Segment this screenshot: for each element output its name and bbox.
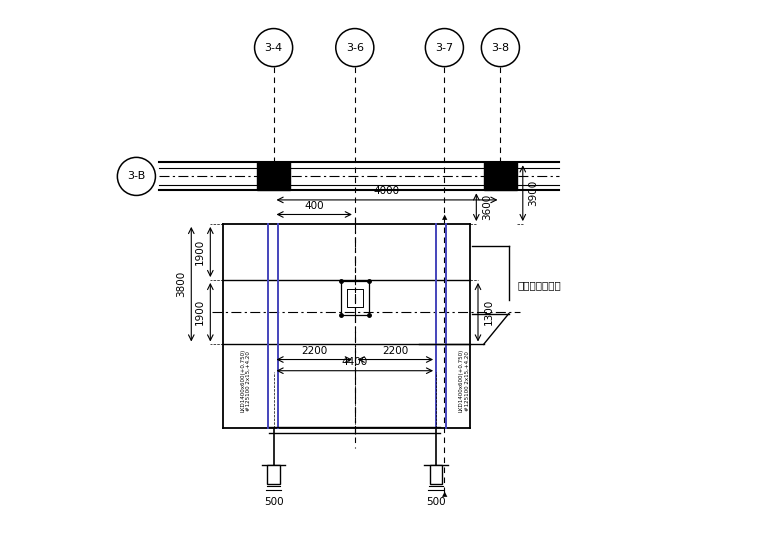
Text: 3-4: 3-4 [264, 43, 283, 53]
Text: 1900: 1900 [195, 239, 204, 265]
Bar [268, 465, 280, 484]
Text: 500: 500 [264, 497, 283, 507]
Text: 3900: 3900 [528, 180, 538, 206]
Text: ▲: ▲ [442, 492, 447, 497]
Text: 3-8: 3-8 [491, 43, 509, 53]
Text: 3800: 3800 [176, 271, 185, 297]
Text: 500: 500 [426, 497, 446, 507]
Text: 2200: 2200 [382, 346, 409, 356]
Bar [430, 465, 442, 484]
Text: ▲: ▲ [442, 214, 447, 220]
Bar [257, 162, 290, 190]
Text: 2200: 2200 [301, 346, 328, 356]
Text: 地下室顶板边缘: 地下室顶板边缘 [518, 281, 561, 291]
Text: 3-7: 3-7 [435, 43, 454, 53]
Bar [483, 162, 518, 190]
Text: 4000: 4000 [374, 186, 400, 196]
Text: 3-B: 3-B [127, 171, 145, 181]
Text: LKD1400x600(+0.750)
#125100 2x15,+4.20: LKD1400x600(+0.750) #125100 2x15,+4.20 [240, 349, 252, 412]
Text: 3600: 3600 [482, 194, 492, 220]
Text: 3-6: 3-6 [346, 43, 364, 53]
Text: 1300: 1300 [483, 299, 493, 325]
Text: 1900: 1900 [195, 299, 204, 325]
Text: 400: 400 [305, 200, 324, 211]
Text: LKD1400x600(+0.750)
#125100 2x15,+4.20: LKD1400x600(+0.750) #125100 2x15,+4.20 [458, 349, 470, 412]
Text: 4400: 4400 [342, 357, 368, 367]
